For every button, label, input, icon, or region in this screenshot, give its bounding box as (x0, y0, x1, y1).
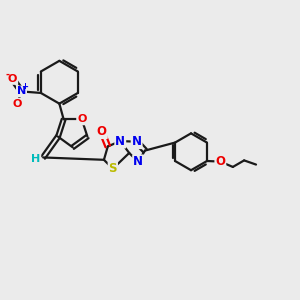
Text: O: O (12, 99, 22, 109)
Text: O: O (215, 155, 225, 168)
Text: O: O (8, 74, 17, 84)
Text: O: O (97, 125, 107, 138)
Text: N: N (132, 135, 142, 148)
Text: O: O (77, 114, 86, 124)
Text: S: S (109, 162, 117, 175)
Text: H: H (31, 154, 40, 164)
Text: -: - (5, 70, 9, 80)
Text: N: N (133, 155, 143, 168)
Text: N: N (17, 86, 26, 96)
Text: N: N (115, 135, 125, 148)
Text: +: + (22, 82, 28, 91)
